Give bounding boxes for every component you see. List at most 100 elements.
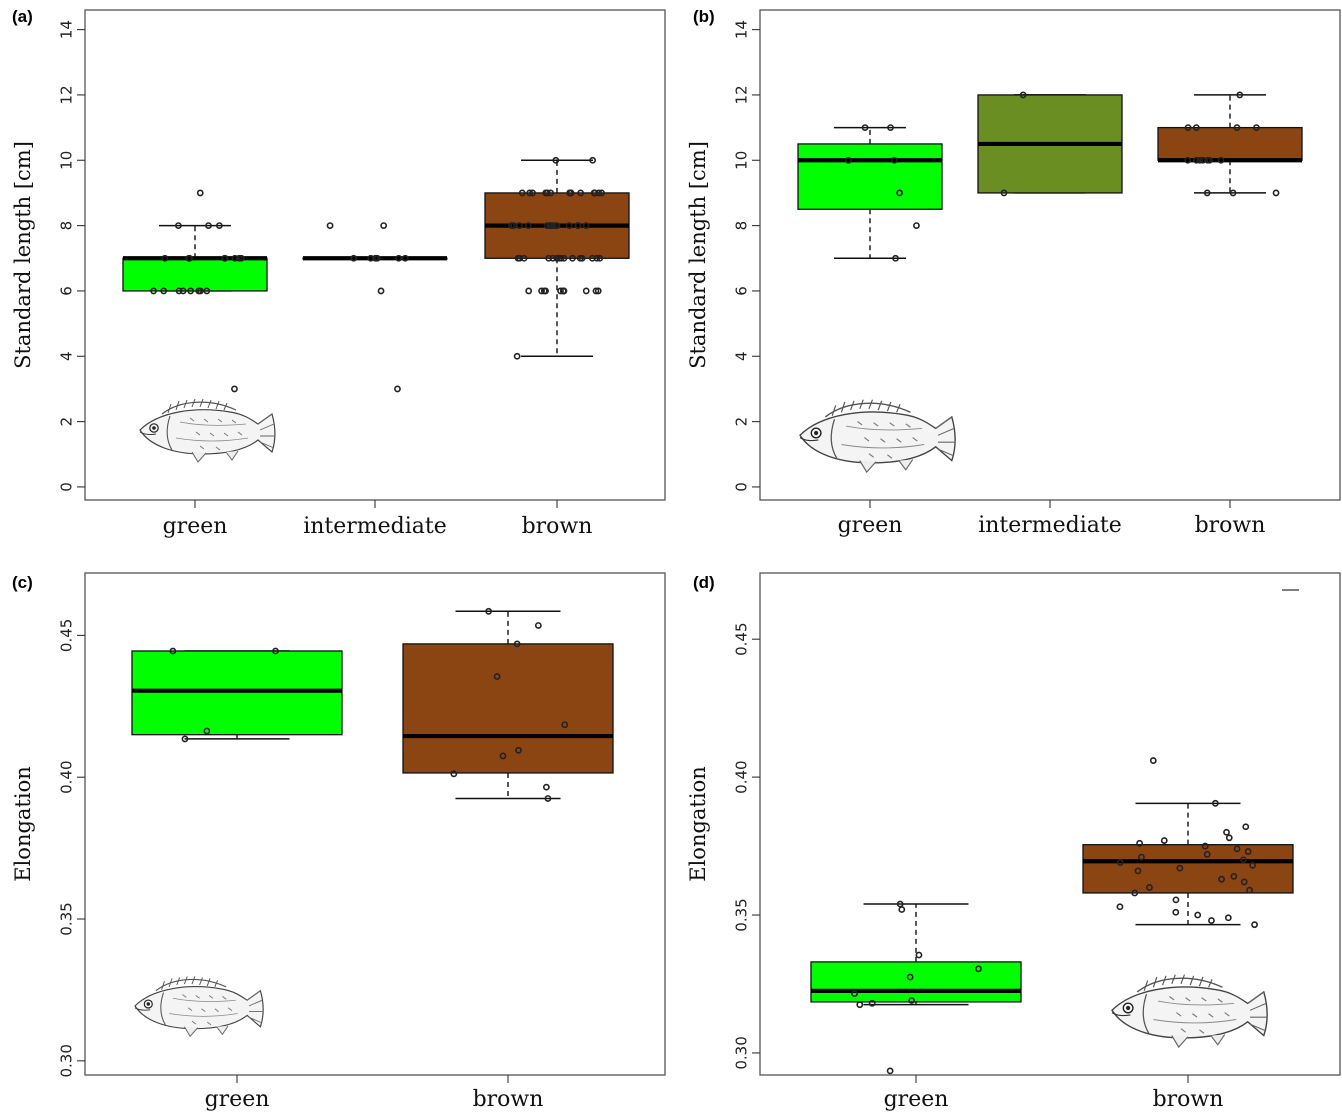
data-point [1138, 853, 1145, 861]
data-point [565, 222, 573, 229]
data-point [515, 746, 522, 754]
data-point [161, 254, 169, 262]
y-tick-label: 2 [733, 417, 751, 427]
y-tick-label: 0.40 [733, 760, 751, 793]
data-point [1000, 189, 1008, 197]
data-point [235, 254, 243, 262]
data-point [1233, 845, 1241, 853]
data-point [401, 254, 409, 262]
y-tick-label: 6 [58, 286, 76, 296]
data-point [221, 254, 228, 262]
data-point [906, 973, 914, 981]
data-point [1224, 914, 1232, 922]
data-point [215, 222, 223, 229]
data-point [326, 222, 334, 229]
data-point [1131, 889, 1139, 897]
data-point [1193, 156, 1200, 164]
panel-d: (d) 0.30 0.35 0.40 0.45 Elongation green brown [686, 572, 1341, 1112]
data-point [237, 254, 245, 262]
data-point [1208, 917, 1215, 924]
data-point [544, 795, 552, 802]
data-point [395, 254, 403, 262]
box-green [131, 647, 343, 743]
x-category-label: green [884, 1087, 949, 1112]
box-intermediate [977, 91, 1123, 197]
y-tick-label: 8 [733, 221, 751, 231]
box-iqr [797, 143, 943, 210]
data-point [1196, 156, 1204, 164]
data-point [160, 287, 168, 295]
data-point [915, 951, 923, 959]
y-axis-title: Standard length [cm] [686, 141, 710, 369]
data-point [891, 156, 898, 164]
data-point [175, 287, 183, 295]
data-point [908, 997, 916, 1004]
data-point [1246, 886, 1253, 894]
data-point [380, 222, 388, 229]
data-point [542, 783, 550, 791]
data-point [525, 287, 533, 295]
fish-drawing [139, 398, 276, 463]
data-point [560, 254, 568, 262]
y-tick-label: 0 [733, 482, 751, 492]
data-point [529, 189, 536, 197]
data-point [1176, 864, 1184, 872]
data-point [1116, 903, 1124, 911]
data-point [394, 385, 401, 393]
y-tick-label: 4 [733, 351, 751, 361]
box-brown [1157, 91, 1303, 197]
y-tick-label: 0.45 [733, 622, 751, 655]
data-point [1272, 189, 1280, 197]
y-tick-label: 6 [733, 286, 751, 296]
panel-label: (a) [12, 7, 33, 26]
data-point [1217, 156, 1225, 164]
x-category-label: brown [1153, 1087, 1224, 1112]
panel-label: (d) [693, 573, 715, 592]
data-point [1136, 839, 1144, 847]
panel-b: (b) 0 2 4 6 8 10 12 14 Standard length [cm] green i… [686, 7, 1341, 538]
data-point [569, 254, 576, 262]
data-point [513, 352, 521, 360]
data-point [1223, 828, 1230, 836]
data-point [590, 189, 598, 197]
data-point [1249, 861, 1257, 869]
data-point [203, 287, 211, 295]
data-point [1184, 124, 1192, 131]
data-point [566, 189, 574, 197]
y-tick-label: 10 [58, 151, 76, 170]
data-point [516, 222, 523, 229]
data-point [485, 607, 493, 615]
fish-illustration-icon [799, 398, 956, 473]
y-tick-label: 0.35 [58, 902, 76, 935]
box-iqr [122, 257, 268, 292]
y-tick-label: 4 [58, 351, 76, 361]
data-point [896, 189, 903, 197]
x-category-label: brown [473, 1087, 544, 1112]
data-point [557, 287, 564, 295]
data-point [1194, 911, 1202, 919]
plot-frame [759, 572, 1341, 1076]
data-point [205, 222, 212, 229]
data-point [592, 287, 600, 295]
data-point [1146, 884, 1153, 891]
data-point [1203, 850, 1211, 858]
data-point [1253, 124, 1260, 131]
fish-drawing [799, 398, 956, 473]
data-point [1218, 875, 1225, 883]
y-axis-title: Elongation [11, 766, 35, 882]
data-point [377, 287, 385, 295]
data-point [1172, 896, 1180, 904]
data-point [552, 222, 560, 229]
data-point [518, 189, 526, 197]
data-point [887, 124, 894, 131]
data-point [552, 156, 560, 164]
data-point [542, 189, 550, 197]
fish-drawing [134, 975, 264, 1037]
data-point [526, 189, 534, 197]
panel-c: (c) 0.30 0.35 0.40 0.45 Elongation green brown [11, 572, 666, 1112]
data-point [174, 222, 182, 229]
data-point [524, 222, 532, 229]
y-tick-label: 0 [58, 482, 76, 492]
data-point [561, 721, 569, 729]
